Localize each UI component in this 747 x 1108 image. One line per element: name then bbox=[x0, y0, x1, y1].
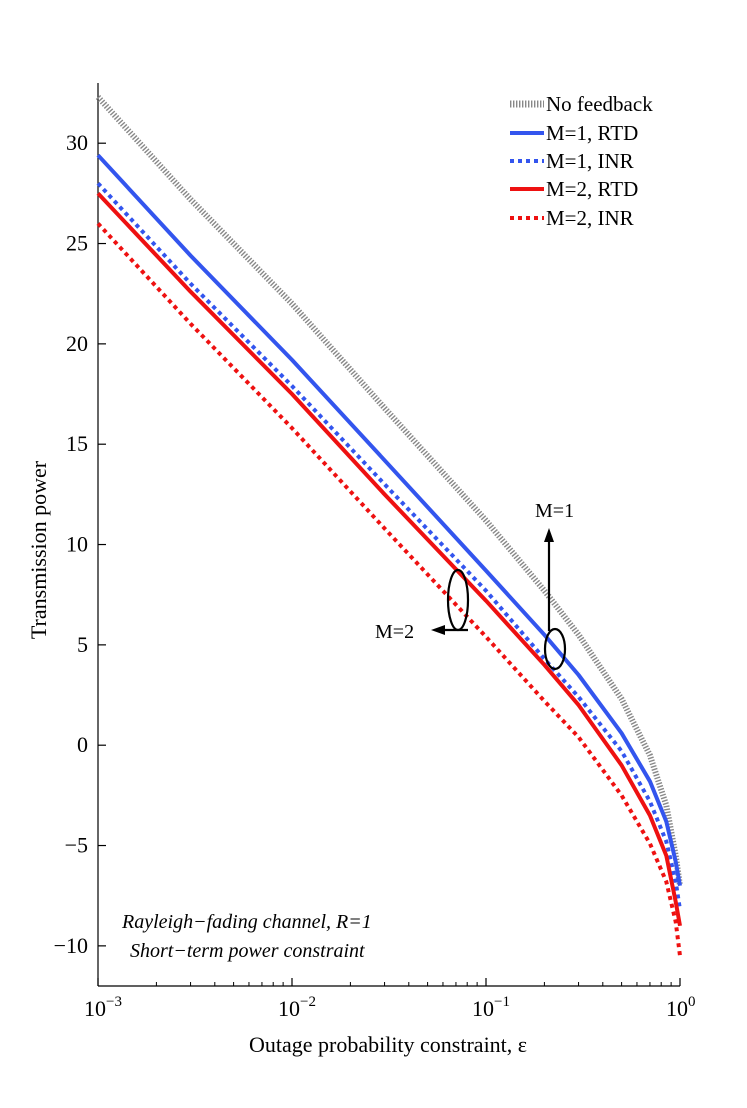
y-axis-label: Transmission power bbox=[26, 460, 51, 639]
series-line-m-2-rtd bbox=[96, 192, 682, 927]
y-tick-label: 25 bbox=[66, 231, 88, 256]
annotation-m2-arrowhead bbox=[431, 625, 445, 635]
y-tick-label: −5 bbox=[65, 833, 88, 858]
ticks-group: 30 25 20 15 10 5 0 −5 −10 10−3 10−2 10−1 100 bbox=[54, 130, 696, 1021]
series-group bbox=[95, 94, 683, 957]
legend-label-m1-rtd: M=1, RTD bbox=[546, 121, 638, 145]
legend-label-m1-inr: M=1, INR bbox=[546, 149, 634, 173]
series-line-m-2-inr bbox=[96, 222, 682, 957]
legend-label-no-feedback: No feedback bbox=[546, 92, 653, 116]
y-tick-label: 0 bbox=[77, 732, 88, 757]
y-tick-label: −10 bbox=[54, 933, 88, 958]
x-tick-label: 10−2 bbox=[278, 994, 316, 1021]
annotation-m2-ellipse bbox=[446, 568, 470, 632]
annotation-m2: M=2 bbox=[375, 568, 470, 643]
x-tick-label: 10−3 bbox=[84, 994, 122, 1021]
series-line-m-1-inr bbox=[96, 181, 682, 911]
x-tick-label: 100 bbox=[666, 994, 696, 1021]
annotation-m1-arrowhead bbox=[544, 528, 554, 542]
chart-note-line2: Short−term power constraint bbox=[130, 940, 365, 962]
x-axis-label: Outage probability constraint, ε bbox=[249, 1032, 527, 1057]
y-tick-label: 30 bbox=[66, 130, 88, 155]
chart-note-line1: Rayleigh−fading channel, R=1 bbox=[121, 911, 372, 933]
x-tick-label: 10−1 bbox=[472, 994, 510, 1021]
annotation-m1-ellipse bbox=[543, 627, 567, 671]
annotation-m2-label: M=2 bbox=[375, 621, 414, 643]
y-tick-label: 20 bbox=[66, 331, 88, 356]
y-tick-label: 15 bbox=[66, 431, 88, 456]
legend-label-m2-rtd: M=2, RTD bbox=[546, 177, 638, 201]
legend: No feedback M=1, RTD M=1, INR M=2, RTD M… bbox=[510, 92, 653, 230]
series-line-no-feedback bbox=[95, 94, 683, 887]
annotation-m1-label: M=1 bbox=[535, 500, 574, 522]
annotation-m1: M=1 bbox=[535, 500, 574, 671]
series-line-m-1-rtd bbox=[96, 153, 682, 887]
legend-label-m2-inr: M=2, INR bbox=[546, 206, 634, 230]
y-tick-label: 5 bbox=[77, 632, 88, 657]
y-tick-label: 10 bbox=[66, 532, 88, 557]
